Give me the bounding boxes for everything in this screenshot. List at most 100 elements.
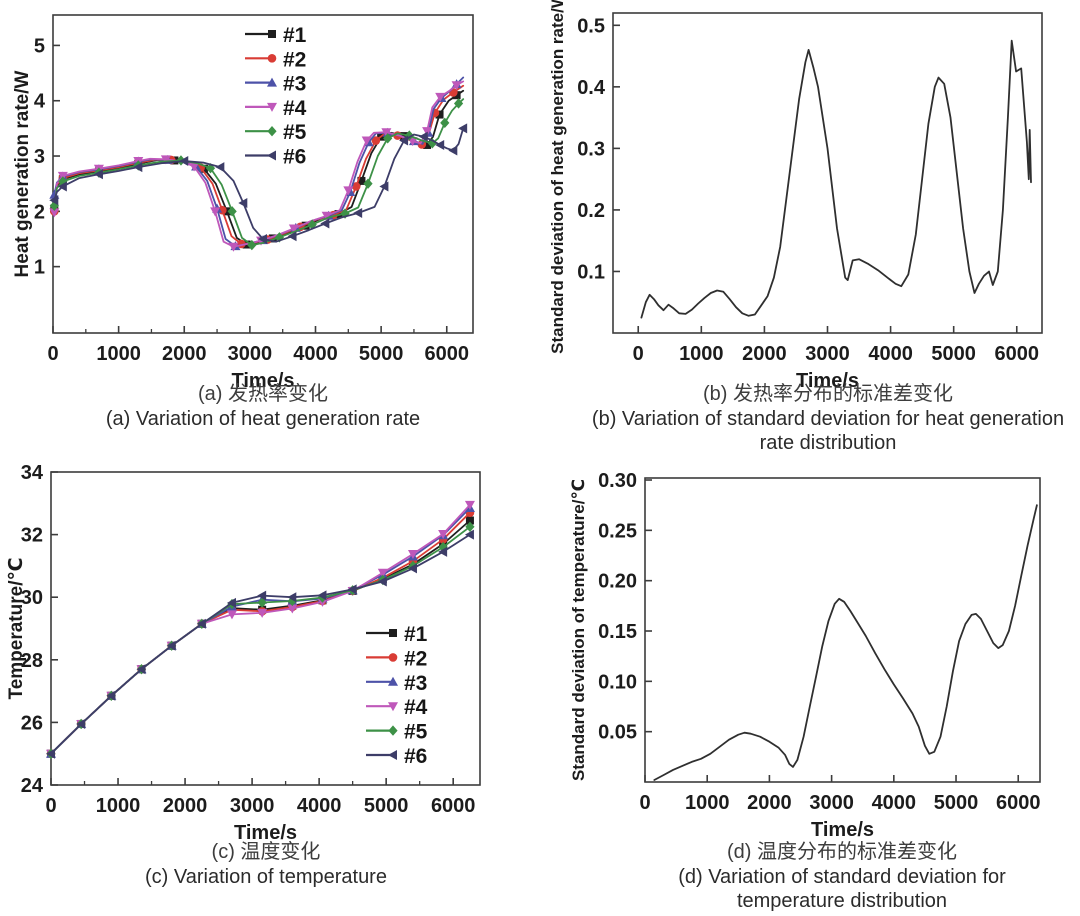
- x-tick-label: 3000: [809, 792, 854, 814]
- chart-c-canvas: 0 1000 2000 3000 4000 5000 6000 24 26 28 30 32 34 Tim…: [6, 462, 481, 844]
- y-axis-title: Standard deviation of heat generation ra…: [548, 0, 567, 354]
- triangle-down-marker: [287, 604, 298, 614]
- series-line-std-heat-generation-rate: [640, 39, 1032, 319]
- y-tick-label: 3: [34, 146, 45, 168]
- triangle-down-marker: [189, 162, 200, 172]
- legend-marker-n5: [388, 725, 398, 736]
- triangle-down-marker: [160, 155, 171, 165]
- legend-marker-n3: [267, 77, 277, 87]
- caption-a-chinese: (a) 发热率变化: [198, 383, 328, 405]
- square-marker: [400, 132, 409, 141]
- y-tick-label: 1: [34, 257, 45, 279]
- legend-marker-n6: [388, 750, 397, 760]
- legend-label-n4: #4: [283, 97, 307, 120]
- y-tick-label: 0.20: [598, 571, 637, 593]
- triangle-left-marker: [257, 590, 267, 601]
- legend-label-n2: #2: [283, 48, 306, 71]
- triangle-left-marker: [106, 690, 116, 701]
- diamond-marker: [453, 98, 464, 109]
- triangle-down-marker: [49, 208, 60, 218]
- y-tick-label: 0.10: [598, 671, 637, 693]
- y-tick-label: 0.4: [577, 77, 606, 99]
- triangle-left-marker: [435, 139, 445, 150]
- triangle-left-marker: [93, 169, 103, 180]
- panel-a-heat-generation-rate: 0 1000 2000 3000 4000 5000 6000 1 2 3 4 5 Time/s Heat…: [0, 0, 540, 458]
- square-marker: [301, 221, 310, 230]
- circle-marker: [371, 136, 381, 145]
- y-axis-title: Standard deviation of temperature/℃: [569, 479, 588, 781]
- triangle-down-marker: [435, 92, 446, 102]
- series-markers-n6: [46, 529, 474, 759]
- series-line-n3: [53, 76, 465, 248]
- panel-d-temperature-stddev: 0 1000 2000 3000 4000 5000 6000 0.05 0.10 0.15 0.2…: [540, 458, 1080, 916]
- triangle-down-marker: [288, 224, 299, 234]
- y-tick-label: 32: [21, 525, 43, 547]
- legend-label-n6: #6: [404, 745, 427, 768]
- caption-b-chinese: (b) 发热率分布的标准差变化: [703, 383, 953, 405]
- triangle-down-marker: [228, 242, 239, 252]
- x-axis-title: Time/s: [234, 822, 297, 844]
- triangle-down-marker: [464, 500, 475, 510]
- legend-marker-n1: [268, 30, 276, 38]
- triangle-left-marker: [320, 218, 330, 229]
- triangle-down-marker: [226, 610, 237, 620]
- x-tick-label: 0: [47, 343, 58, 365]
- y-tick-label: 0.05: [598, 722, 637, 744]
- triangle-left-marker: [317, 590, 327, 601]
- triangle-left-marker: [448, 145, 458, 156]
- caption-d: (d) 温度分布的标准差变化 (d) Variation of standard…: [632, 840, 1052, 913]
- x-tick-label: 6000: [431, 795, 476, 817]
- legend-label-n2: #2: [404, 647, 427, 670]
- panel-b-heat-rate-stddev: 0 1000 2000 3000 4000 5000 6000 0.1 0.2 0.3 0.4 0.5…: [540, 0, 1080, 458]
- legend-label-n6: #6: [283, 146, 306, 169]
- y-tick-label: 0.30: [598, 470, 637, 492]
- diamond-marker: [363, 178, 373, 189]
- legend-marker-n2: [388, 653, 398, 662]
- triangle-left-marker: [287, 231, 297, 242]
- x-tick-label: 1000: [685, 792, 730, 814]
- plot-border: [52, 14, 474, 334]
- triangle-down-marker: [210, 207, 221, 217]
- diamond-marker: [465, 521, 475, 532]
- diamond-marker: [58, 176, 68, 187]
- x-tick-label: 3000: [228, 343, 273, 365]
- triangle-left-marker: [166, 640, 176, 651]
- series-markers-n3: [49, 79, 462, 251]
- triangle-down-marker: [361, 136, 372, 146]
- y-tick-label: 0.1: [577, 261, 605, 283]
- legend-label-n4: #4: [404, 696, 428, 719]
- triangle-left-marker: [179, 156, 189, 167]
- triangle-down-marker: [407, 550, 418, 560]
- chart-a-canvas: 0 1000 2000 3000 4000 5000 6000 1 2 3 4 5 Time/s Heat…: [12, 14, 474, 392]
- diamond-marker: [247, 239, 257, 251]
- x-tick-label: 5000: [931, 343, 976, 365]
- y-tick-label: 0.5: [577, 15, 605, 37]
- x-tick-label: 2000: [742, 343, 787, 365]
- legend-label-n3: #3: [283, 73, 306, 96]
- triangle-down-marker: [321, 211, 332, 221]
- triangle-down-marker: [343, 186, 354, 196]
- diamond-marker: [257, 597, 267, 608]
- legend: #1#2#3#4#5#6: [245, 24, 307, 169]
- x-tick-label: 2000: [747, 792, 792, 814]
- y-tick-label: 26: [21, 712, 43, 734]
- legend: #1#2#3#4#5#6: [366, 623, 428, 768]
- triangle-left-marker: [57, 181, 67, 192]
- diamond-marker: [383, 133, 393, 144]
- x-tick-label: 4000: [868, 343, 913, 365]
- plot-border: [50, 471, 481, 786]
- diamond-marker: [227, 206, 237, 217]
- legend-marker-n3: [388, 676, 398, 686]
- triangle-left-marker: [287, 592, 297, 603]
- triangle-left-marker: [353, 207, 363, 218]
- plot-border: [644, 477, 1041, 783]
- caption-b: (b) 发热率分布的标准差变化 (b) Variation of standar…: [578, 382, 1078, 455]
- triangle-left-marker: [76, 718, 86, 729]
- legend-marker-n5: [267, 126, 277, 137]
- triangle-left-marker: [258, 233, 267, 244]
- x-axis-title: Time/s: [232, 370, 295, 392]
- triangle-left-marker: [226, 597, 236, 608]
- triangle-down-marker: [451, 81, 462, 91]
- x-tick-label: 4000: [293, 343, 338, 365]
- triangle-left-marker: [49, 195, 59, 206]
